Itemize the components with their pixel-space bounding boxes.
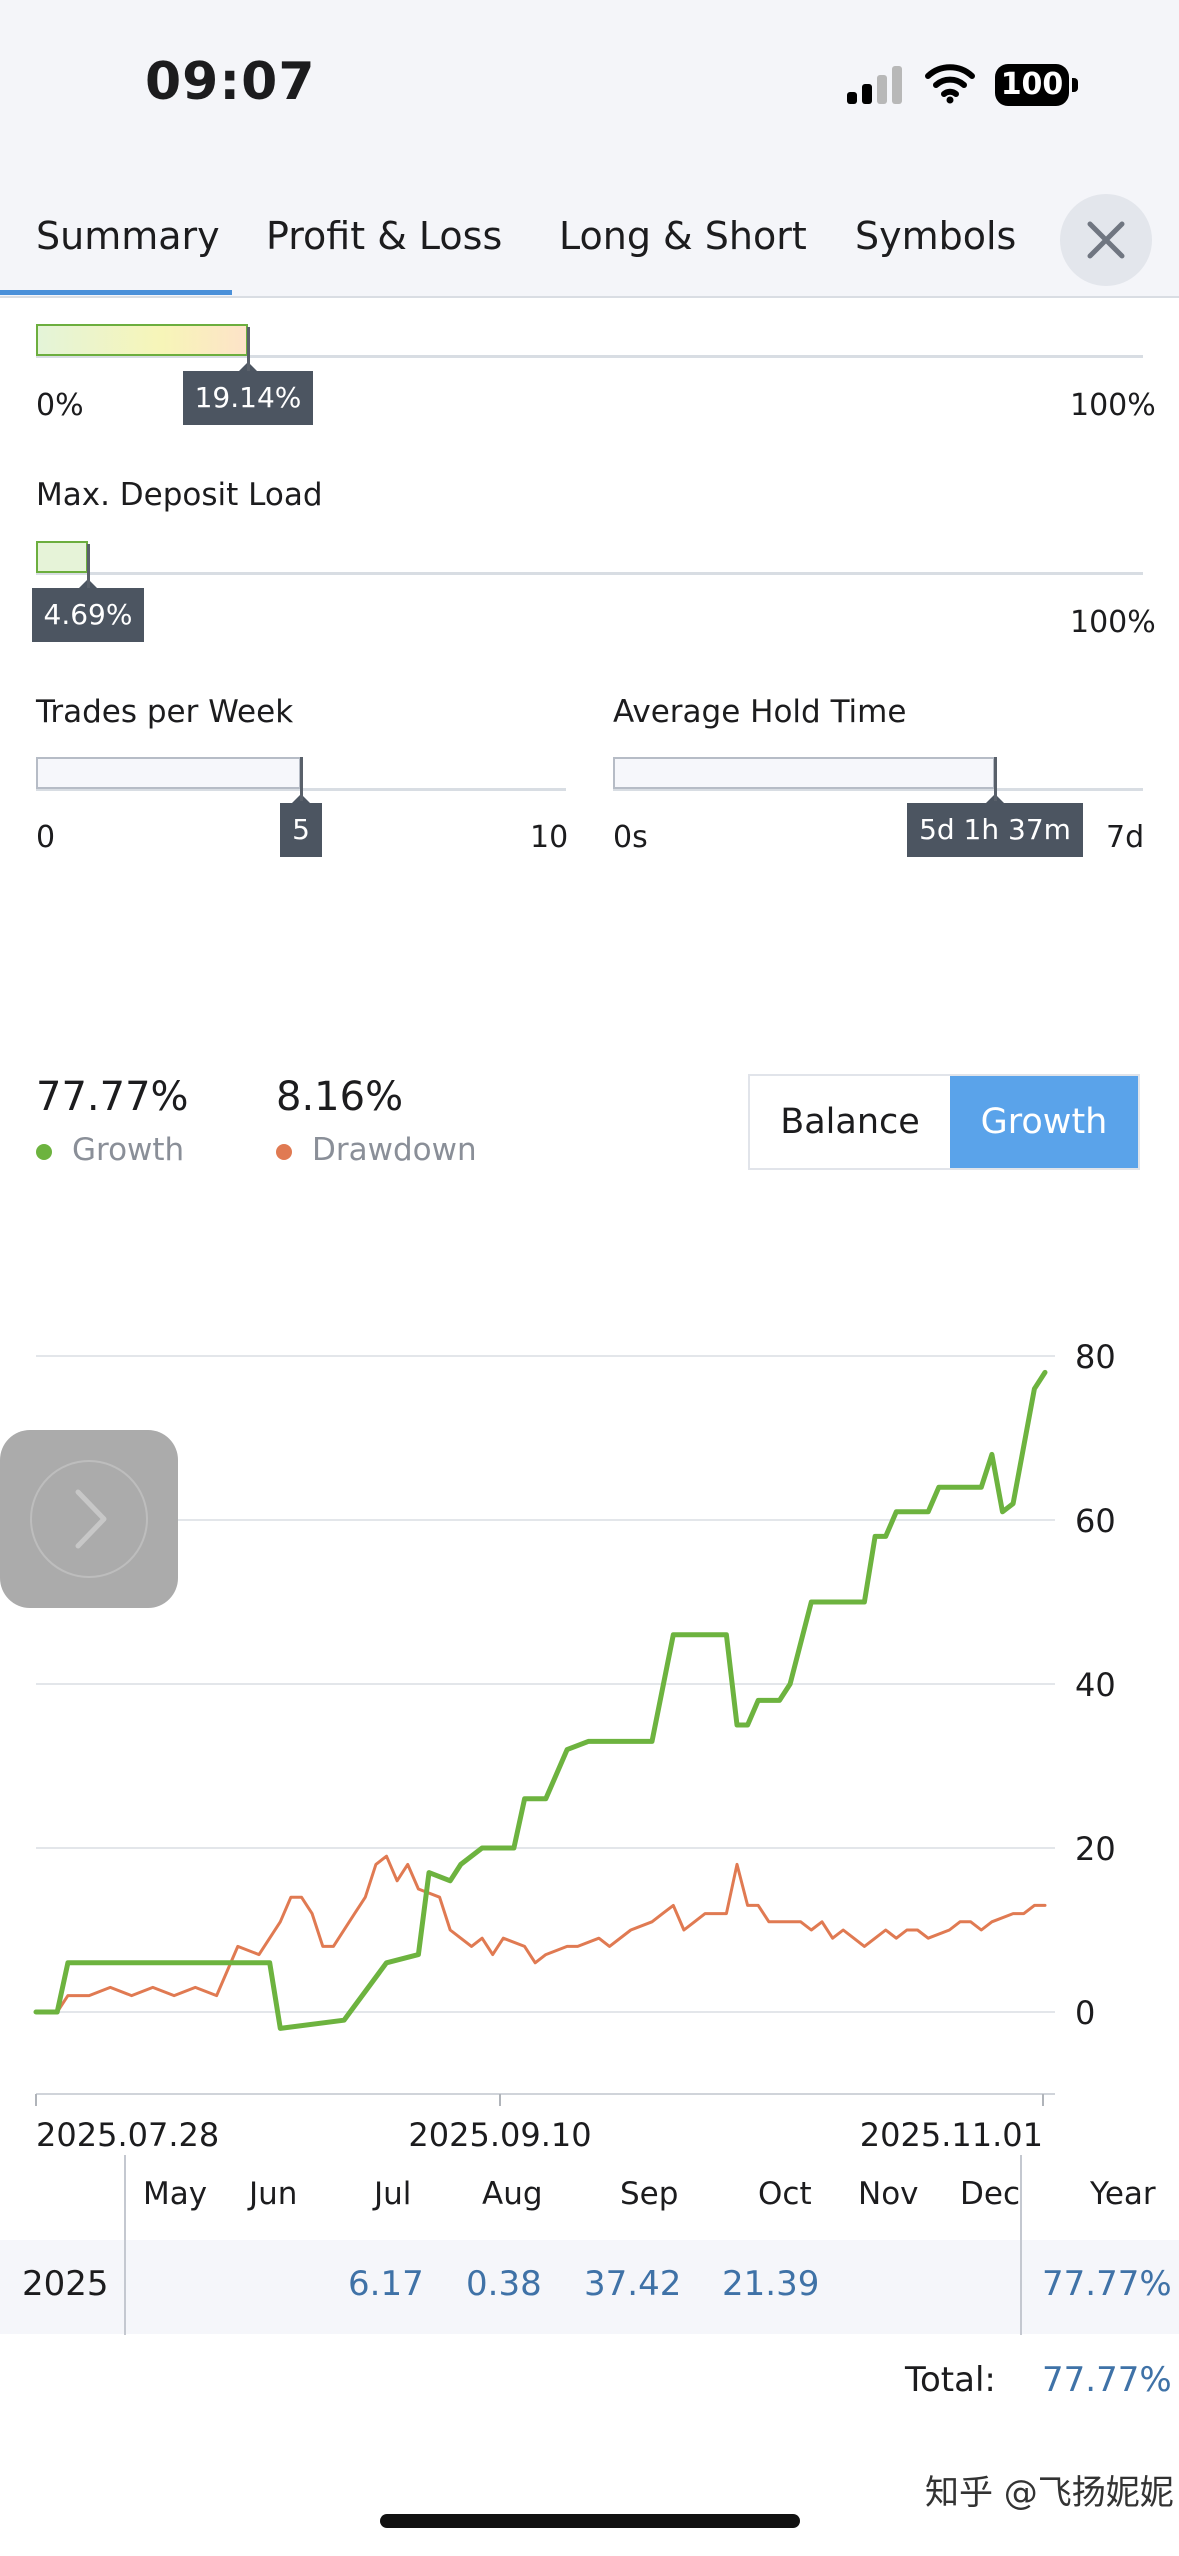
cellular-signal-icon [847,66,902,104]
month-may: May [143,2176,208,2212]
close-icon [1087,221,1125,259]
hold-time-max: 7d [1106,820,1145,855]
drawdown-max: 100% [1070,388,1156,423]
x-tick-label: 2025.09.10 [408,2116,591,2150]
deposit-load-title: Max. Deposit Load [36,477,323,513]
table-left-divider [124,2155,126,2335]
value-oct: 21.39 [722,2264,820,2304]
growth-chart: 80 60 40 20 0 2025.07.28 2025.09.10 2025.11.01 [33,1338,1116,2150]
hold-time-fill [613,757,995,789]
drawdown-value: 8.16% [276,1074,404,1120]
drawdown-min: 0% [36,388,84,423]
chevron-right-icon [75,1489,107,1549]
hold-time-tooltip: 5d 1h 37m [907,794,1083,857]
dl-fill-marker [87,544,90,588]
series-line-drawdown [34,1854,1047,2014]
tab-summary[interactable]: Summary [36,214,220,258]
trades-per-week-title: Trades per Week [36,694,294,730]
growth-legend-dot [36,1144,52,1160]
y-tick-label: 80 [1075,1338,1116,1376]
month-aug: Aug [482,2176,543,2212]
watermark: 知乎 @飞扬妮妮 [925,2473,1174,2513]
value-year: 77.77% [1042,2264,1172,2304]
deposit-load-fill [36,541,88,573]
year-header: Year [1090,2176,1156,2212]
drawdown-legend-dot [276,1144,292,1160]
series-line-growth [33,1369,1048,2031]
month-oct: Oct [758,2176,812,2212]
dd-fill-marker [247,327,250,371]
monthly-row-band [0,2240,1179,2334]
row-year-label: 2025 [22,2264,109,2304]
drawdown-legend-label: Drawdown [312,1132,477,1168]
value-jul: 6.17 [348,2264,424,2304]
drawdown-fill [36,324,248,356]
floating-next-button[interactable] [0,1430,178,1608]
total-label: Total: [905,2360,996,2400]
value-sep: 37.42 [584,2264,682,2304]
y-tick-label: 20 [1075,1830,1116,1868]
total-value: 77.77% [1042,2360,1172,2400]
y-tick-label: 0 [1075,1994,1095,2032]
hold-time-title: Average Hold Time [613,694,907,730]
growth-legend-label: Growth [72,1132,185,1168]
tab-profit-loss[interactable]: Profit & Loss [266,214,503,258]
y-tick-label: 40 [1075,1666,1116,1704]
chevron-ring [30,1460,148,1578]
value-aug: 0.38 [466,2264,542,2304]
x-tick-label: 2025.07.28 [36,2116,219,2150]
deposit-load-track [36,572,1143,575]
home-indicator[interactable] [380,2514,800,2528]
deposit-load-tooltip: 4.69% [31,579,145,642]
trades-tooltip: 5 [280,794,322,857]
status-bar: 09:07 100 [0,0,1179,180]
trades-max: 10 [530,820,569,855]
tw-box-marker [300,757,303,801]
close-button[interactable] [1060,194,1152,286]
status-time: 09:07 [145,52,316,112]
tab-bar: Summary Profit & Loss Long & Short Symbo… [0,180,1179,298]
tab-symbols[interactable]: Symbols [855,214,1017,258]
hold-time-track [613,788,1143,791]
tab-long-short[interactable]: Long & Short [559,214,807,258]
balance-toggle-button[interactable]: Balance [780,1102,920,1142]
month-jun: Jun [249,2176,298,2212]
active-tab-indicator [0,290,232,295]
trades-min: 0 [36,820,56,855]
trades-fill [36,757,301,789]
month-jul: Jul [374,2176,412,2212]
drawdown-tooltip: 19.14% [182,362,314,425]
growth-toggle-button[interactable]: Growth [950,1076,1138,1168]
deposit-load-max: 100% [1070,605,1156,640]
balance-growth-toggle: Balance Growth [748,1074,1140,1170]
x-tick-label: 2025.11.01 [860,2116,1043,2150]
wifi-icon [925,64,975,104]
table-right-divider [1020,2155,1022,2335]
drawdown-track [36,355,1143,358]
ht-box-marker [994,757,997,801]
month-nov: Nov [858,2176,919,2212]
y-tick-label: 60 [1075,1502,1116,1540]
hold-time-min: 0s [613,820,648,855]
battery-icon: 100 [995,64,1079,108]
growth-value: 77.77% [36,1074,189,1120]
battery-level: 100 [995,64,1069,106]
month-sep: Sep [620,2176,679,2212]
month-dec: Dec [960,2176,1020,2212]
